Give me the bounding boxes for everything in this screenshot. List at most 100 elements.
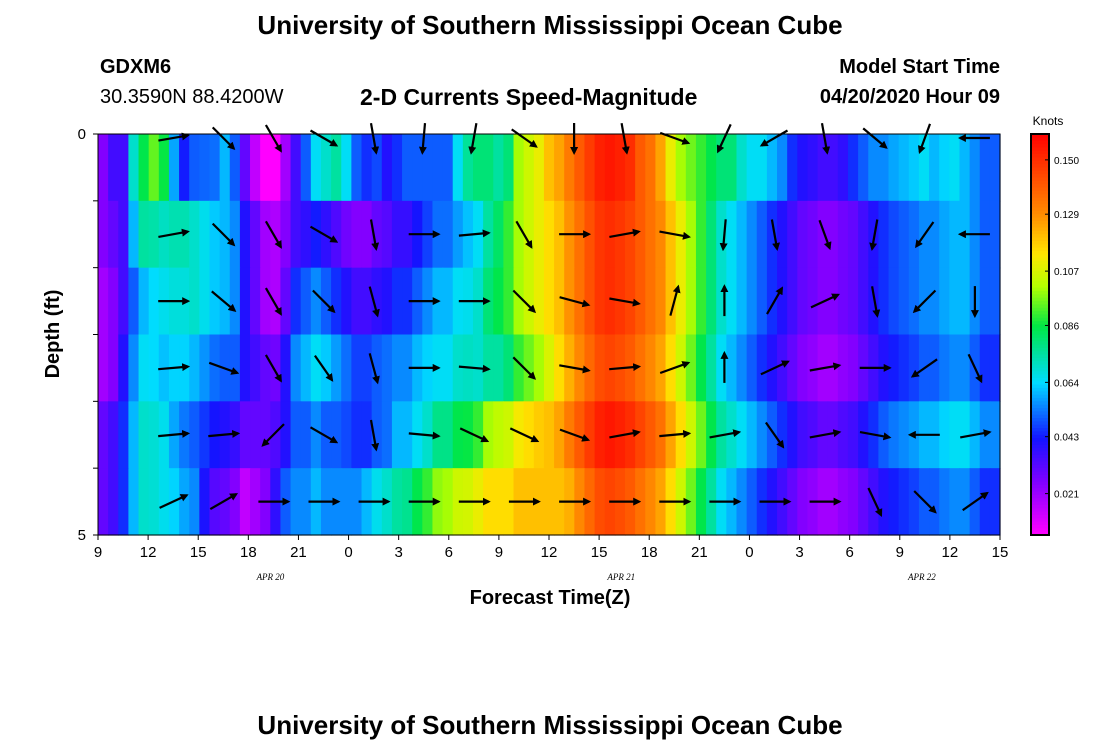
heatmap-cell xyxy=(371,134,383,202)
colorbar-segment xyxy=(1031,294,1049,299)
y-axis-label: Depth (ft) xyxy=(42,290,64,379)
date-label: APR 20 xyxy=(256,572,285,582)
heatmap-cell xyxy=(381,267,393,336)
heatmap-cell xyxy=(320,401,332,469)
colorbar-segment xyxy=(1031,438,1049,443)
colorbar-segment xyxy=(1031,327,1049,332)
colorbar-segment xyxy=(1031,421,1049,426)
heatmap-cell xyxy=(452,334,464,402)
colorbar-segment xyxy=(1031,498,1049,503)
heatmap-cell xyxy=(625,401,636,469)
heatmap-cell xyxy=(118,468,129,536)
heatmap-cell xyxy=(402,401,413,469)
colorbar-segment xyxy=(1031,521,1049,526)
heatmap-cell xyxy=(148,267,160,336)
heatmap-cell xyxy=(736,200,748,269)
colorbar-segment xyxy=(1031,474,1049,479)
colorbar-segment xyxy=(1031,408,1049,412)
heatmap-cell xyxy=(554,334,565,402)
colorbar-segment xyxy=(1031,154,1049,158)
colorbar-segment xyxy=(1031,321,1049,326)
colorbar-segment xyxy=(1031,260,1049,265)
colorbar-segment xyxy=(1031,357,1049,362)
heatmap-cell xyxy=(543,468,555,536)
current-vector xyxy=(458,229,491,238)
current-vector xyxy=(211,290,237,312)
colorbar-segment xyxy=(1031,177,1049,182)
heatmap-cell xyxy=(402,468,413,536)
heatmap-cell xyxy=(250,401,261,469)
heatmap-cell xyxy=(645,200,657,269)
heatmap-cell xyxy=(320,267,332,336)
current-vector xyxy=(915,221,935,249)
heatmap-cell xyxy=(746,200,758,269)
current-vector xyxy=(511,128,538,148)
heatmap-cell xyxy=(625,200,636,269)
heatmap-cell xyxy=(533,334,545,402)
heatmap-cell xyxy=(695,134,707,202)
heatmap-cell xyxy=(645,468,657,536)
heatmap-cell xyxy=(138,468,150,536)
heatmap-cell xyxy=(878,134,890,202)
heatmap-cell xyxy=(898,134,910,202)
heatmap-cell xyxy=(239,468,251,536)
heatmap-cell xyxy=(361,267,373,336)
colorbar-tick-label: 0.043 xyxy=(1054,433,1079,444)
colorbar-segment xyxy=(1031,494,1049,499)
current-vector xyxy=(468,123,478,155)
heatmap-cell xyxy=(229,134,241,202)
heatmap-cell xyxy=(523,134,535,202)
heatmap-cell xyxy=(766,134,778,202)
heatmap-cell xyxy=(675,267,687,336)
heatmap-cell xyxy=(229,334,241,402)
heatmap-cell xyxy=(858,401,869,469)
heatmap-cell xyxy=(402,200,413,269)
colorbar-segment xyxy=(1031,448,1049,453)
colorbar-segment xyxy=(1031,184,1049,189)
heatmap-cell xyxy=(939,267,950,336)
heatmap-cell xyxy=(108,134,119,202)
heatmap-cell xyxy=(807,267,819,336)
heatmap-cell xyxy=(442,401,454,469)
heatmap-cell xyxy=(868,267,879,336)
heatmap-cell xyxy=(503,401,515,469)
heatmap-cell xyxy=(371,401,383,469)
heatmap-cell xyxy=(797,134,809,202)
heatmap-cell xyxy=(989,401,1001,469)
colorbar-segment xyxy=(1031,207,1049,212)
heatmap-cell xyxy=(554,401,565,469)
heatmap-cell xyxy=(807,134,819,202)
heatmap-cell xyxy=(959,401,971,469)
current-vector xyxy=(764,421,785,449)
heatmap-cell xyxy=(402,134,413,202)
heatmap-cell xyxy=(300,200,312,269)
heatmap-cell xyxy=(888,401,900,469)
heatmap-cell xyxy=(898,200,910,269)
heatmap-cell xyxy=(787,401,798,469)
colorbar-segment xyxy=(1031,424,1049,429)
current-vector xyxy=(719,219,728,252)
colorbar-segment xyxy=(1031,377,1049,382)
heatmap-cell xyxy=(543,134,555,202)
heatmap-cell xyxy=(199,200,211,269)
heatmap-cell xyxy=(108,334,119,402)
colorbar-segment xyxy=(1031,434,1049,439)
colorbar-segment xyxy=(1031,404,1049,409)
station-id: GDXM6 xyxy=(100,56,172,78)
heatmap-cell xyxy=(777,401,788,469)
colorbar-segment xyxy=(1031,481,1049,486)
colorbar-segment xyxy=(1031,267,1049,272)
current-vector xyxy=(312,289,336,314)
current-vector xyxy=(659,131,691,145)
colorbar-segment xyxy=(1031,307,1049,312)
heatmap-cell xyxy=(422,134,434,202)
colorbar-segment xyxy=(1031,501,1049,506)
heatmap-cell xyxy=(472,134,484,202)
x-tick-label: 12 xyxy=(140,544,157,561)
heatmap-cell xyxy=(341,134,352,202)
heatmap-cell xyxy=(503,134,515,202)
heatmap-cell xyxy=(777,267,788,336)
heatmap-cell xyxy=(868,468,879,536)
heatmap-cell xyxy=(381,401,393,469)
colorbar-segment xyxy=(1031,464,1049,469)
